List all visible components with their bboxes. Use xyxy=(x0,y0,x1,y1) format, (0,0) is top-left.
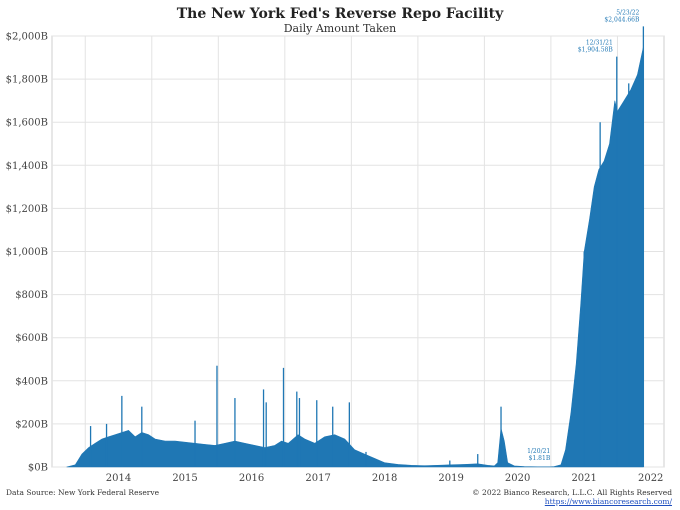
annotation-date: 12/31/21 xyxy=(586,40,613,47)
data-source: Data Source: New York Federal Reserve xyxy=(6,488,160,497)
y-tick-label: $1,600B xyxy=(6,118,48,129)
copyright-block: © 2022 Bianco Research, L.L.C. All Right… xyxy=(472,488,672,506)
x-tick-label: 2017 xyxy=(305,473,330,484)
y-tick-label: $1,200B xyxy=(6,204,48,215)
x-tick-label: 2022 xyxy=(638,473,663,484)
x-tick-label: 2015 xyxy=(172,473,197,484)
chart-title: The New York Fed's Reverse Repo Facility xyxy=(176,6,504,22)
y-tick-label: $2,000B xyxy=(6,32,48,43)
y-tick-label: $400B xyxy=(15,376,48,387)
website-link[interactable]: https://www.biancoresearch.com/ xyxy=(544,497,672,506)
x-tick-label: 2014 xyxy=(106,473,131,484)
annotation: 1/20/21$1.81B xyxy=(527,448,551,462)
annotation-value: $2,044.66B xyxy=(604,16,640,23)
y-tick-label: $200B xyxy=(15,419,48,430)
x-tick-label: 2020 xyxy=(505,473,530,484)
y-tick-label: $1,000B xyxy=(6,247,48,258)
annotation-value: $1.81B xyxy=(529,455,551,462)
annotation-date: 5/23/22 xyxy=(616,9,639,16)
annotation: 12/31/21$1,904.58B xyxy=(578,40,614,54)
annotations: 1/20/21$1.81B 12/31/21$1,904.58B 5/23/22$2… xyxy=(527,9,640,462)
annotation-date: 1/20/21 xyxy=(527,448,550,455)
series-area-fill xyxy=(66,46,644,468)
axes: $0B $200B $400B $600B $800B $1,000B $1,200B $1,… xyxy=(6,32,664,485)
x-tick-label: 2021 xyxy=(571,473,596,484)
y-tick-label: $800B xyxy=(15,290,48,301)
x-tick-label: 2019 xyxy=(438,473,463,484)
y-tick-label: $1,400B xyxy=(6,161,48,172)
x-tick-label: 2016 xyxy=(239,473,264,484)
chart-subtitle: Daily Amount Taken xyxy=(283,22,397,35)
copyright-text: © 2022 Bianco Research, L.L.C. All Right… xyxy=(472,488,672,497)
annotation-value: $1,904.58B xyxy=(578,47,614,54)
y-tick-label: $0B xyxy=(28,463,48,474)
y-tick-label: $600B xyxy=(15,333,48,344)
series-area xyxy=(66,26,645,468)
y-tick-label: $1,800B xyxy=(6,75,48,86)
annotation: 5/23/22$2,044.66B xyxy=(604,9,640,23)
x-tick-label: 2018 xyxy=(372,473,397,484)
